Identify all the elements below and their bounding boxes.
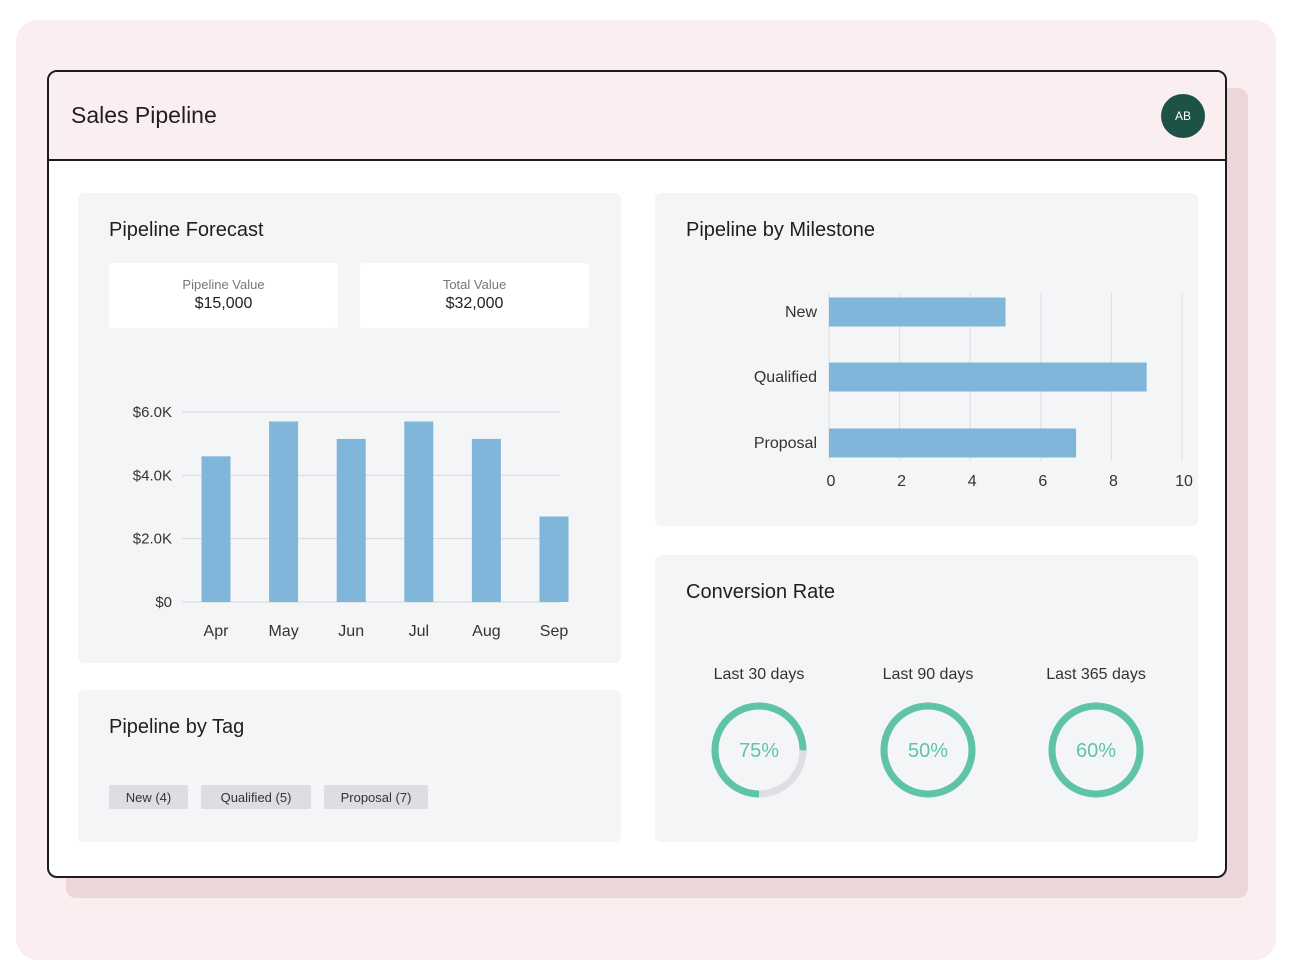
x-tick-label: Jul [409, 623, 429, 640]
y-tick-label: $6.0K [133, 404, 172, 421]
bar-may [269, 421, 299, 602]
bar-new [829, 297, 1006, 327]
bar-proposal [829, 428, 1077, 458]
gauge-ring: 50% [880, 702, 976, 798]
gauge-label: Last 30 days [713, 666, 805, 683]
gauge-progress [880, 702, 976, 798]
stat-label: Pipeline Value [182, 277, 265, 292]
dashboard-window: Sales Pipeline AB Pipeline Forecast Pipe… [47, 70, 1227, 878]
stat-label: Total Value [442, 277, 507, 292]
bar-qualified [829, 362, 1147, 392]
x-tick-label: Aug [472, 623, 500, 640]
gauge-label: Last 365 days [1046, 666, 1146, 683]
stat-pipeline-value: Pipeline Value $15,000 [109, 263, 338, 328]
x-tick-label: 6 [1038, 473, 1047, 490]
tag-chip-proposal[interactable]: Proposal (7) [324, 785, 428, 809]
pipeline-forecast-panel: Pipeline Forecast Pipeline Value $15,000… [78, 193, 621, 663]
pipeline-by-tag-panel: Pipeline by Tag New (4) Qualified (5) Pr… [78, 690, 621, 842]
y-tick-label: $2.0K [133, 531, 172, 548]
panel-title: Pipeline Forecast [109, 219, 264, 241]
gauge-ring: 60% [1048, 702, 1144, 798]
y-tick-label: Qualified [754, 369, 817, 386]
avatar[interactable]: AB [1161, 94, 1205, 138]
x-tick-label: 10 [1175, 473, 1193, 490]
x-tick-label: 8 [1109, 473, 1118, 490]
y-tick-label: New [785, 304, 817, 321]
conversion-rate-panel: Conversion Rate Last 30 days 75% Last 90 d… [655, 555, 1198, 842]
panel-title: Pipeline by Tag [109, 716, 245, 738]
x-tick-label: May [268, 623, 298, 640]
gauge-progress [1048, 702, 1144, 798]
x-tick-label: 2 [897, 473, 906, 490]
bar-sep [539, 516, 569, 602]
bar-aug [471, 438, 501, 602]
stat-value: $32,000 [445, 295, 504, 312]
gauge-value: 75% [739, 740, 779, 762]
y-tick-label: $4.0K [133, 467, 172, 484]
stat-value: $15,000 [194, 295, 253, 312]
tag-chip-qualified[interactable]: Qualified (5) [201, 785, 311, 809]
pipeline-by-milestone-panel: Pipeline by Milestone 0 2 4 6 8 10 New Qualifie… [655, 193, 1198, 526]
bar-jun [336, 438, 366, 602]
panel-title: Conversion Rate [686, 581, 835, 603]
gauge-label: Last 90 days [882, 666, 974, 683]
x-tick-label: 0 [827, 473, 836, 490]
milestone-bar-chart: 0 2 4 6 8 10 New Qualified Proposal [754, 293, 1193, 490]
bar-apr [201, 456, 231, 602]
gauge-value: 50% [908, 740, 948, 762]
forecast-bar-chart: $0 $2.0K $4.0K $6.0K Apr May Jun Jul Aug Sep [133, 404, 569, 640]
page-title: Sales Pipeline [71, 102, 217, 128]
x-tick-label: Sep [540, 623, 569, 640]
gauge-value: 60% [1076, 740, 1116, 762]
tag-chip-new[interactable]: New (4) [109, 785, 188, 809]
x-tick-label: 4 [968, 473, 977, 490]
gauge-ring: 75% [711, 702, 807, 798]
y-tick-label: Proposal [754, 435, 817, 452]
bar-jul [404, 421, 434, 602]
x-tick-label: Apr [204, 623, 230, 640]
window-header: Sales Pipeline AB [49, 72, 1225, 161]
stat-total-value: Total Value $32,000 [360, 263, 589, 328]
y-tick-label: $0 [155, 594, 172, 611]
x-tick-label: Jun [338, 623, 364, 640]
gauge-progress [711, 702, 807, 798]
panel-title: Pipeline by Milestone [686, 219, 875, 241]
